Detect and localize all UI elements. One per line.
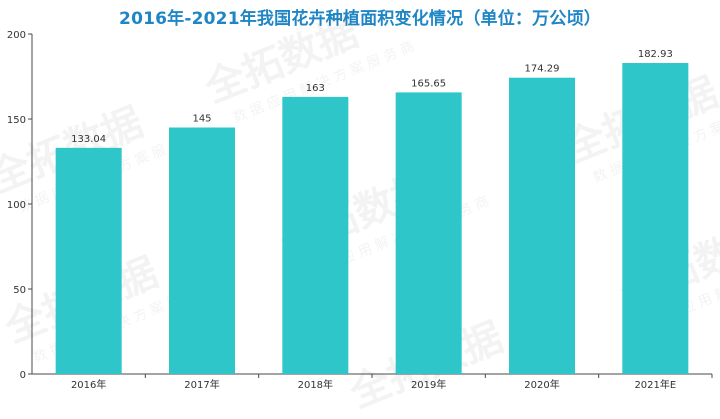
data-label: 145	[192, 114, 211, 125]
chart-title: 2016年-2021年我国花卉种植面积变化情况（单位：万公顷）	[119, 9, 601, 29]
bar	[282, 96, 349, 375]
bar	[55, 147, 122, 374]
data-label: 182.93	[638, 49, 673, 60]
data-label: 165.65	[411, 78, 446, 89]
bar	[169, 127, 235, 374]
data-label: 163	[306, 83, 325, 94]
y-tick-label: 50	[13, 285, 26, 296]
bar-chart: 0 50 100 150 200 133.04 2016年 145 2017年 163 2018年 1…	[7, 30, 713, 391]
data-label: 174.29	[525, 64, 560, 75]
data-label: 133.04	[71, 134, 106, 145]
y-tick-label: 100	[7, 200, 26, 211]
bar	[395, 92, 462, 375]
bar	[622, 63, 689, 374]
x-tick-label: 2017年	[184, 378, 219, 391]
y-tick-label: 200	[7, 30, 26, 41]
y-tick-label: 0	[20, 370, 26, 381]
y-tick-label: 150	[7, 115, 26, 126]
x-tick-label: 2021年E	[634, 378, 676, 391]
x-tick-label: 2016年	[71, 378, 106, 391]
chart-container: 2016年-2021年我国花卉种植面积变化情况（单位：万公顷） 全拓数据 数据应…	[0, 9, 720, 417]
x-tick-label: 2020年	[524, 378, 559, 391]
x-tick-label: 2018年	[298, 378, 333, 391]
x-tick-label: 2019年	[411, 378, 446, 391]
bar	[509, 77, 575, 374]
